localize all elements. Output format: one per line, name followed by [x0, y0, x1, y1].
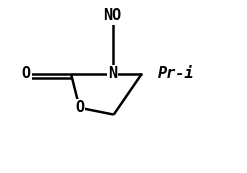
- Text: N: N: [108, 66, 117, 81]
- Text: Pr-i: Pr-i: [158, 66, 194, 81]
- Text: O: O: [21, 66, 30, 81]
- Text: O: O: [75, 100, 84, 115]
- Text: NO: NO: [103, 8, 122, 23]
